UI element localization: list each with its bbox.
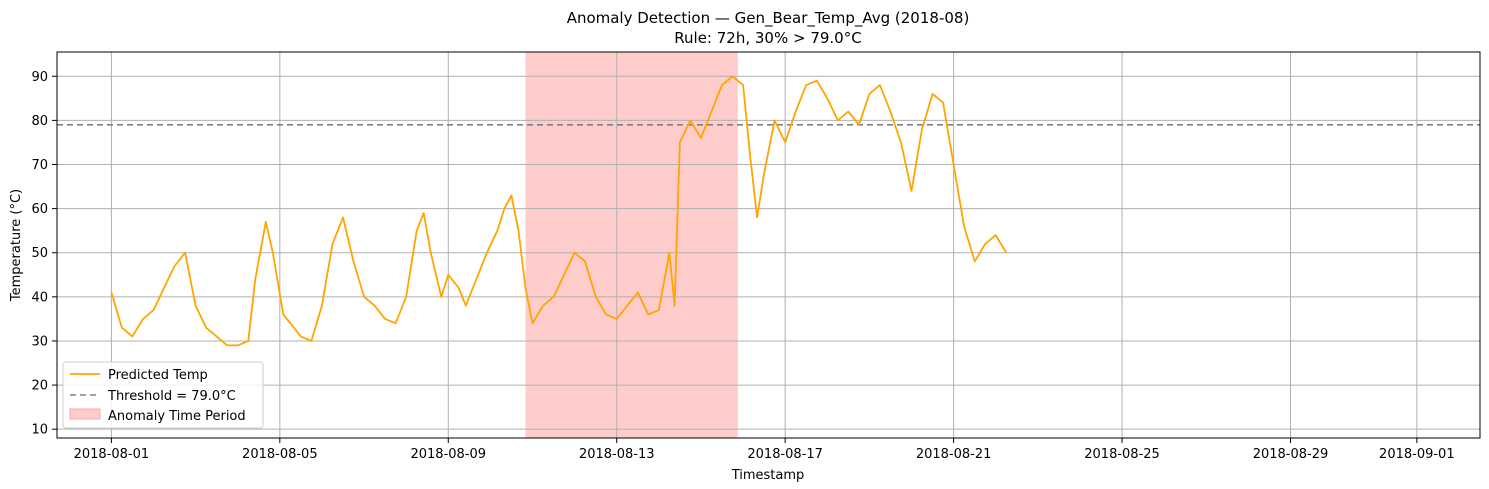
grid-horizontal (57, 75, 1480, 430)
legend-swatch-anomaly-period (69, 408, 101, 420)
anomaly-band (525, 52, 738, 438)
x-tick-label: 2018-08-25 (1084, 447, 1160, 462)
chart-subtitle: Rule: 72h, 30% > 79.0°C (674, 29, 861, 47)
x-tick-label: 2018-08-05 (242, 447, 318, 462)
grid-vertical (110, 52, 1418, 438)
chart-title: Anomaly Detection — Gen_Bear_Temp_Avg (2… (567, 9, 970, 28)
legend: Predicted Temp Threshold = 79.0°C Anomal… (62, 361, 264, 429)
x-tick-label: 2018-08-01 (74, 447, 150, 462)
plot-area (57, 52, 1480, 438)
legend-label-anomaly-period: Anomaly Time Period (108, 409, 246, 424)
y-tick-label: 90 (31, 70, 48, 85)
legend-label-threshold: Threshold = 79.0°C (107, 389, 236, 404)
y-tick-label: 70 (31, 158, 48, 173)
x-axis-ticks: 2018-08-01 2018-08-05 2018-08-09 2018-08-13… (74, 438, 1455, 462)
y-tick-label: 20 (31, 379, 48, 394)
y-tick-label: 60 (31, 202, 48, 217)
legend-label-predicted-temp: Predicted Temp (108, 368, 208, 383)
x-tick-label: 2018-09-01 (1379, 447, 1455, 462)
x-axis-label: Timestamp (731, 468, 805, 483)
x-tick-label: 2018-08-21 (916, 447, 992, 462)
y-tick-label: 80 (31, 114, 48, 129)
y-axis-ticks: 10 20 30 40 50 60 70 80 90 (31, 70, 57, 438)
x-tick-label: 2018-08-29 (1253, 447, 1329, 462)
y-tick-label: 30 (31, 334, 48, 349)
y-tick-label: 50 (31, 246, 48, 261)
x-tick-label: 2018-08-13 (579, 447, 655, 462)
series-line-predicted-temp (110, 75, 1008, 347)
y-tick-label: 10 (31, 423, 48, 438)
axes-frame (56, 51, 1481, 439)
y-axis-label: Temperature (°C) (9, 189, 24, 302)
legend-box (62, 361, 264, 429)
y-tick-label: 40 (31, 290, 48, 305)
x-tick-label: 2018-08-09 (410, 447, 486, 462)
x-tick-label: 2018-08-17 (747, 447, 823, 462)
